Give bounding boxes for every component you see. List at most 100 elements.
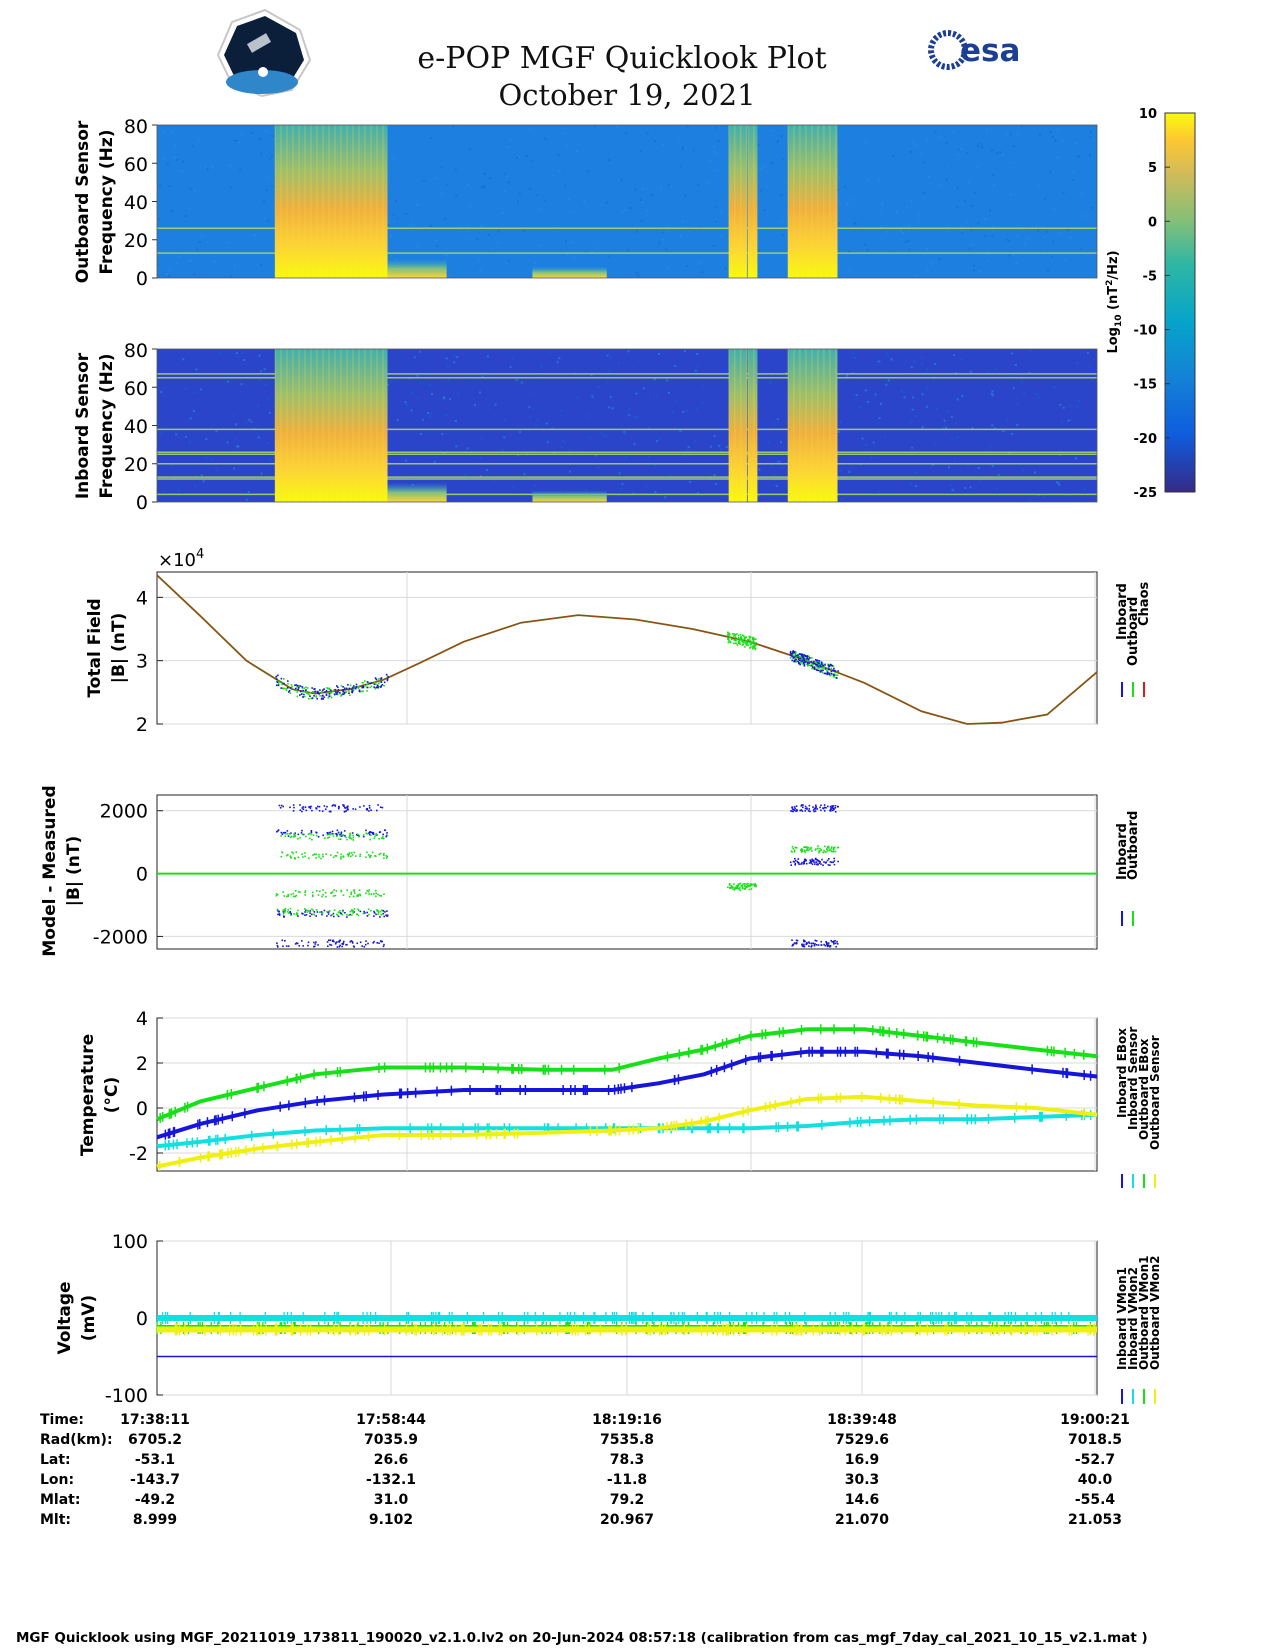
spectrogram-noise: [961, 226, 964, 228]
spectrogram-noise: [1020, 125, 1023, 128]
inboard-residual-point: [795, 939, 798, 942]
outboard-point: [731, 633, 734, 635]
spectrogram-noise: [921, 363, 924, 366]
outboard-residual-point: [326, 834, 329, 836]
outboard-point: [728, 634, 731, 636]
outboard-residual-point: [352, 895, 355, 898]
outboard-point: [742, 641, 744, 644]
outboard-point: [822, 667, 825, 669]
broadband-burst-0: [275, 125, 388, 278]
outboard-point: [816, 666, 818, 668]
spectrogram-noise: [170, 131, 173, 134]
outboard-residual-point: [304, 855, 306, 858]
outboard-residual-point: [292, 835, 295, 838]
outboard-point: [811, 667, 813, 670]
spectrogram-noise: [1076, 405, 1078, 408]
orbit-cell: 16.9: [845, 1452, 880, 1468]
spectrogram-noise: [956, 398, 959, 401]
outboard-point: [729, 636, 731, 638]
spectrogram-noise: [560, 446, 563, 449]
spectrogram-noise: [771, 374, 774, 377]
spectrogram-noise: [1069, 405, 1072, 408]
spectrogram-noise: [157, 264, 160, 266]
outboard-residual-point: [828, 847, 830, 849]
spectrogram-noise: [198, 139, 201, 142]
outboard-residual-point: [326, 910, 328, 913]
spectrogram-noise: [774, 478, 777, 481]
inboard-residual-point: [385, 835, 387, 838]
inboard-ebox-line: [156, 1049, 1098, 1140]
inboard-point: [791, 655, 793, 658]
outboard-point: [734, 634, 737, 636]
spectrogram-noise: [621, 210, 624, 213]
inboard-residual-point: [310, 830, 313, 832]
spectrogram-noise: [446, 183, 449, 186]
outboard-point: [744, 637, 747, 639]
spectrogram-noise: [668, 183, 670, 186]
orbit-row-label: Mlt:: [40, 1512, 71, 1528]
spectrogram-noise: [1051, 136, 1054, 138]
spectrogram-noise: [950, 415, 953, 418]
outboard-residual-point: [375, 889, 377, 892]
outboard-spectrogram-panel: Outboard Sensor Frequency (Hz) 80 60 40 …: [73, 116, 1098, 290]
inboard-residual-point: [812, 809, 815, 811]
spectrogram-noise: [1010, 433, 1013, 436]
spectrogram-noise: [714, 221, 717, 223]
spectrogram-noise: [837, 431, 840, 433]
spectrogram-noise: [618, 472, 621, 475]
inboard-residual-point: [364, 912, 366, 914]
spectrogram-noise: [506, 262, 508, 264]
inboard-residual-point: [313, 945, 316, 948]
inboard-point: [803, 660, 806, 662]
outboard-residual-point: [313, 914, 316, 916]
inboard-residual-point: [813, 859, 815, 862]
spectrogram-noise: [782, 158, 785, 161]
spectrogram-noise: [765, 186, 768, 189]
spectrogram-noise: [633, 443, 636, 446]
outboard-point: [789, 657, 792, 659]
outboard-residual-point: [346, 889, 348, 891]
outboard-point: [727, 639, 730, 641]
inboard-residual-point: [833, 863, 836, 866]
inboard-residual-point: [302, 945, 304, 947]
inboard-point: [316, 692, 319, 694]
orbit-cell: 17:38:11: [120, 1412, 190, 1428]
outboard-point: [375, 683, 377, 685]
totalfield-exponent: ×104: [158, 547, 204, 571]
spectrogram-noise: [166, 162, 169, 165]
outboard-point: [727, 633, 729, 635]
inboard-point: [355, 683, 358, 686]
inboard-residual-point: [815, 861, 818, 863]
outboard-residual-point: [336, 913, 338, 916]
spectrogram-noise: [978, 479, 981, 482]
spectrogram-noise: [194, 190, 196, 192]
outboard-point: [749, 636, 752, 638]
spectrogram-noise: [1049, 171, 1052, 174]
inboard-residual-point: [318, 805, 321, 808]
inboard-point: [276, 684, 278, 687]
inboard-residual-point: [383, 943, 385, 946]
spectrogram-noise: [562, 132, 565, 135]
spectrogram-noise: [494, 414, 497, 417]
broadband-burst-0: [275, 349, 388, 502]
spectrogram-noise: [666, 379, 669, 382]
orbit-cell: 26.6: [374, 1452, 409, 1468]
inboard-residual-point: [833, 940, 835, 943]
spectrogram-noise: [564, 184, 567, 187]
axes-frame: [156, 1017, 1098, 1172]
spectrogram-noise: [620, 488, 623, 490]
spectrogram-noise: [606, 381, 609, 384]
inboard-point: [802, 660, 804, 662]
outboard-residual-point: [375, 895, 377, 898]
inboard-point: [297, 686, 300, 689]
inboard-point: [321, 695, 324, 697]
spectrogram-noise: [1020, 380, 1023, 383]
outboard-point: [329, 695, 332, 697]
outboard-residual-point: [328, 910, 330, 912]
spectrogram-noise: [776, 140, 779, 143]
outboard-residual-point: [373, 893, 375, 895]
inboard-residual-point: [823, 806, 826, 809]
outboard-residual-point: [321, 912, 324, 914]
spectrogram-noise: [666, 228, 669, 231]
spectrogram-noise: [696, 492, 699, 495]
